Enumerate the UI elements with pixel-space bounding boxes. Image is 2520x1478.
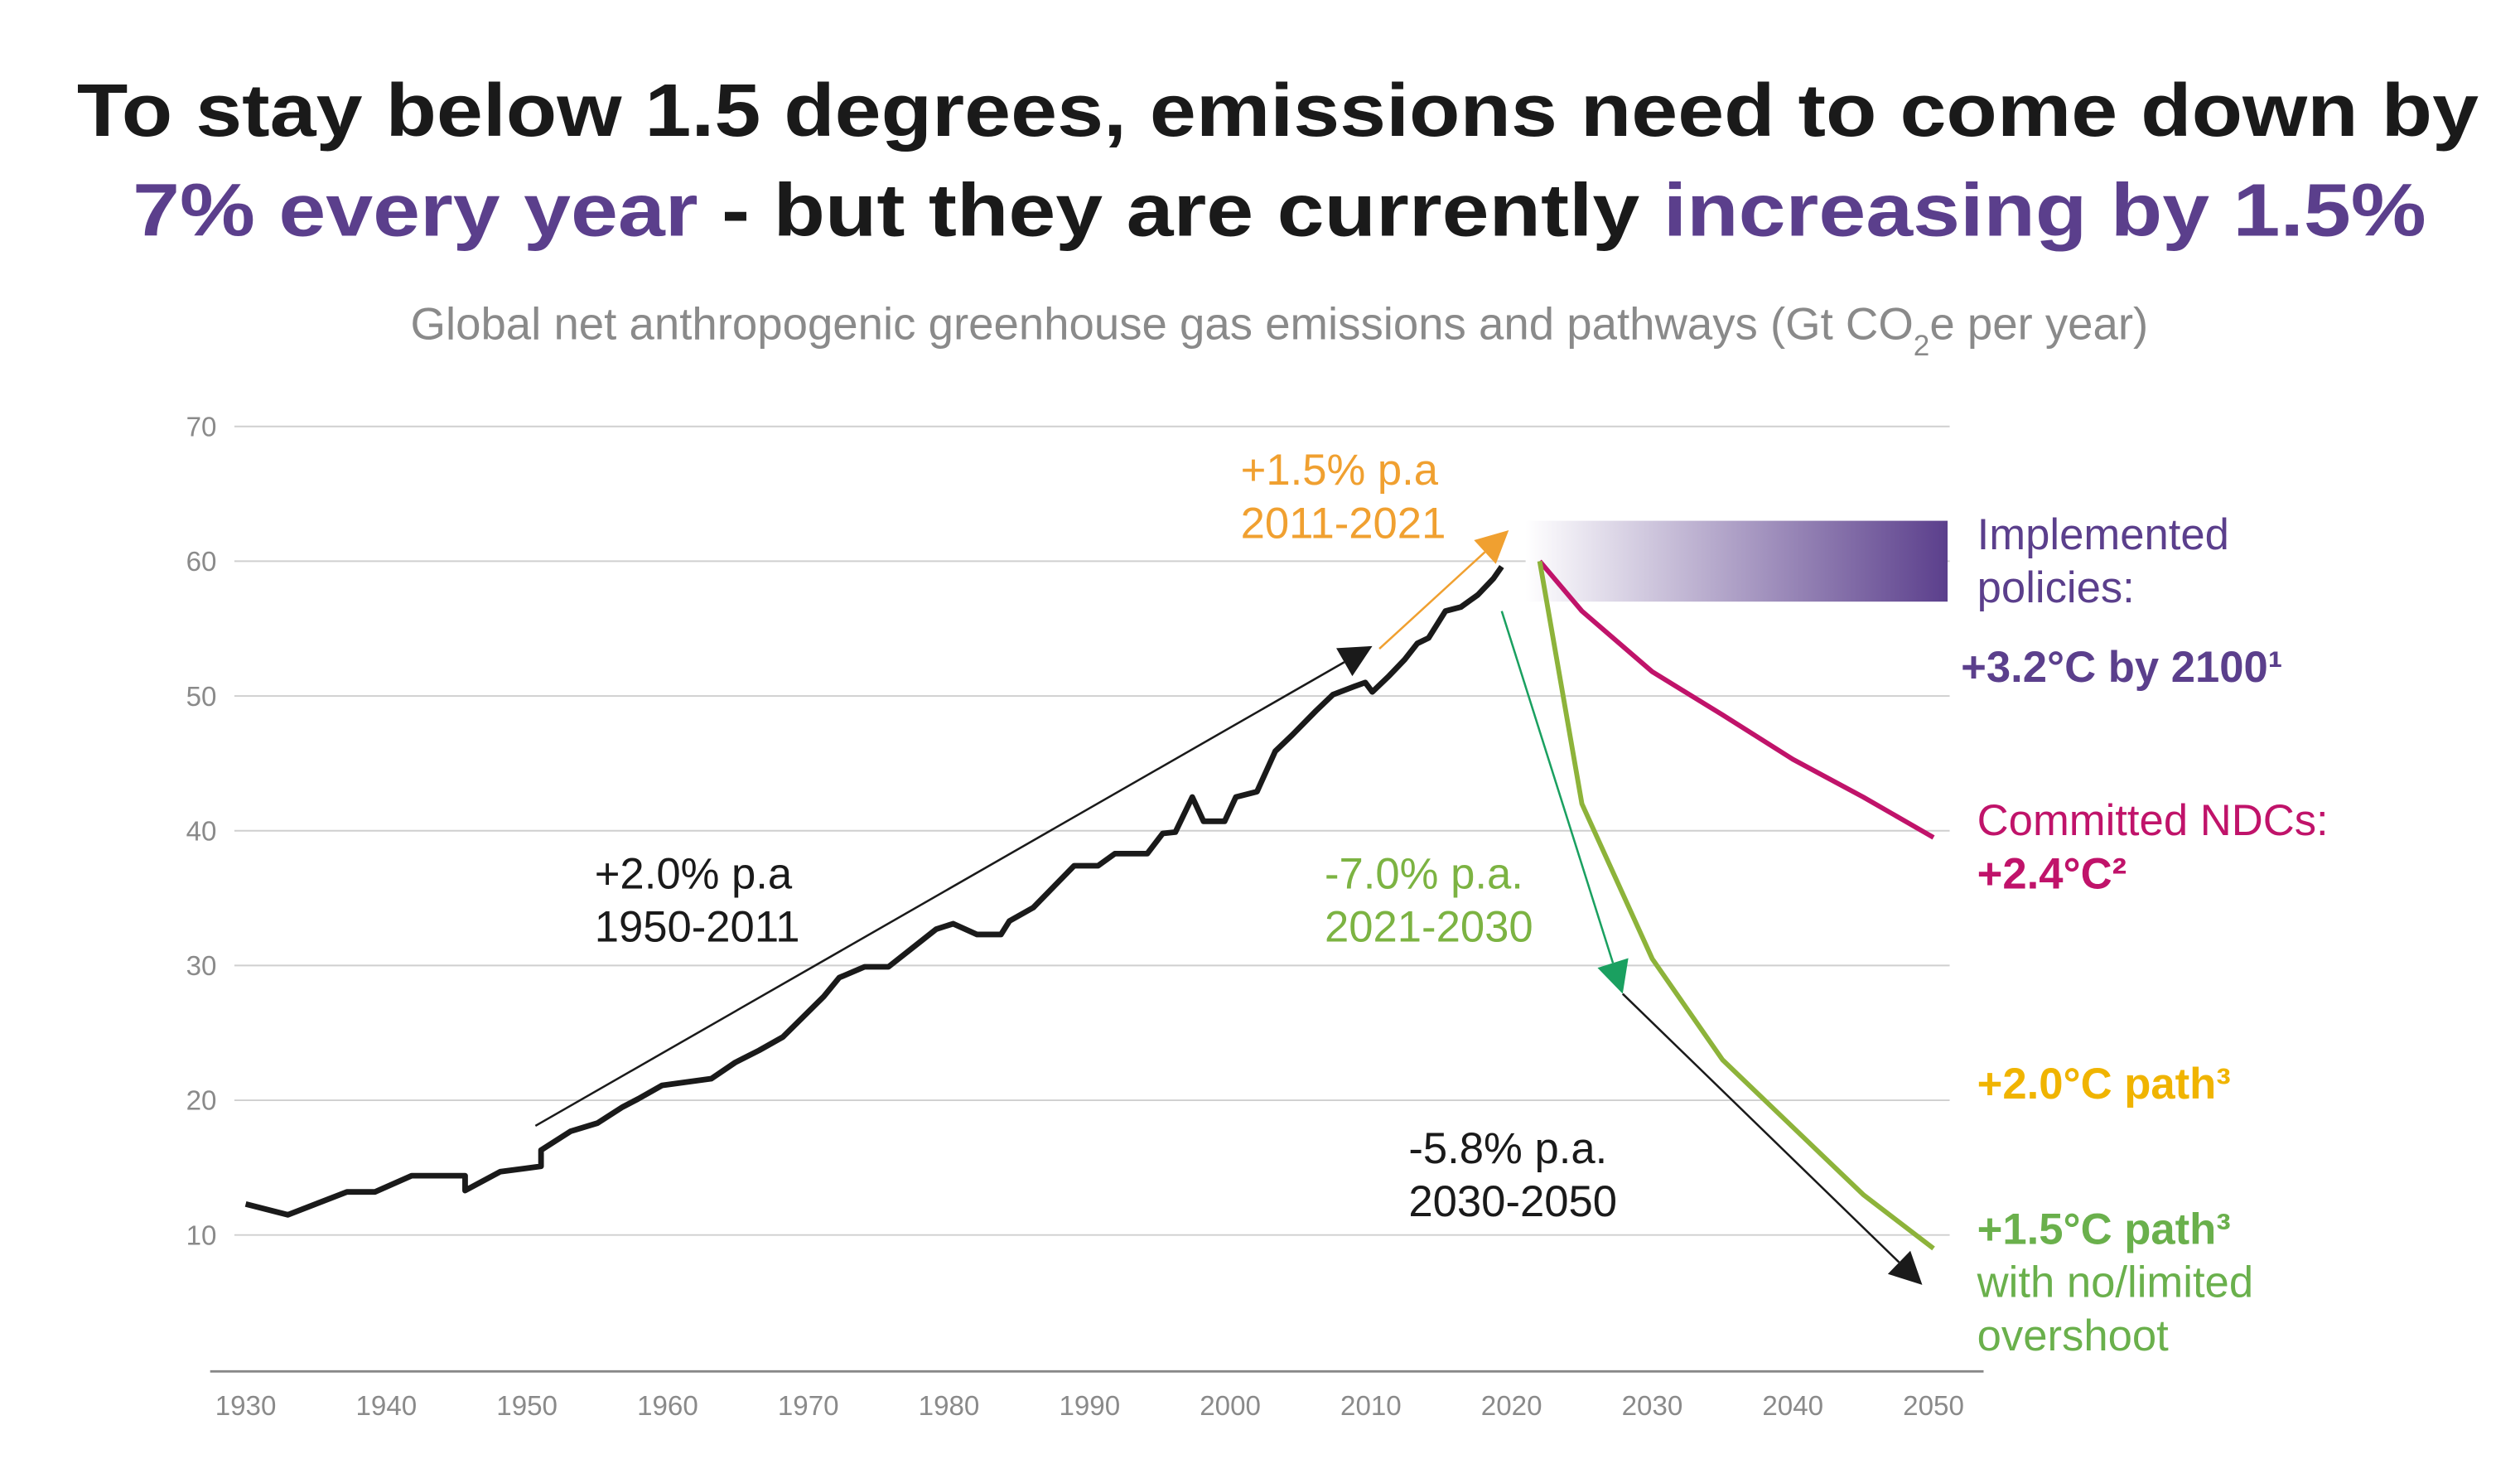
series-line <box>1538 559 1935 840</box>
x-tick-label: 1960 <box>637 1391 698 1422</box>
subtitle-text: e per year) <box>1929 298 2148 349</box>
trend-arrow <box>1378 551 1486 650</box>
series-label: +2.4°C² <box>1977 849 2127 898</box>
series-label: Implemented <box>1977 510 2229 559</box>
y-tick-label: 40 <box>186 816 217 847</box>
series-label: +1.5°C path³ <box>1977 1205 2231 1253</box>
title-highlight: 7% every year <box>133 170 698 253</box>
annotation: +1.5% p.a <box>1241 446 1439 495</box>
x-tick-label: 2040 <box>1762 1391 1823 1422</box>
series-label: overshoot <box>1977 1311 2169 1360</box>
annotation: +2.0% p.a <box>595 849 793 898</box>
x-tick-label: 1930 <box>215 1391 277 1422</box>
series-label: +2.0°C path³ <box>1977 1060 2231 1108</box>
y-tick-label: 10 <box>186 1220 217 1251</box>
series-label: with no/limited <box>1977 1258 2253 1307</box>
arrow-head <box>1474 529 1509 564</box>
series-label: policies: <box>1977 563 2135 612</box>
x-tick-label: 1980 <box>919 1391 980 1422</box>
title-highlight: increasing by 1.5% <box>1663 170 2426 253</box>
annotation: -7.0% p.a. <box>1325 849 1523 898</box>
arrow-head <box>1597 958 1629 994</box>
policy-band <box>1525 520 1948 602</box>
annotation: 2011-2021 <box>1241 499 1446 548</box>
trend-arrow <box>1621 993 1900 1263</box>
x-tick-label: 1950 <box>496 1391 558 1422</box>
x-tick-label: 2020 <box>1481 1391 1542 1422</box>
chart-subtitle: Global net anthropogenic greenhouse gas … <box>411 298 2149 361</box>
annotation: 1950-2011 <box>595 903 800 952</box>
x-tick-label: 1940 <box>356 1391 418 1422</box>
subtitle-subscript: 2 <box>1914 330 1930 362</box>
x-tick-label: 1990 <box>1059 1391 1120 1422</box>
chart-title: To stay below 1.5 degrees, emissions nee… <box>77 70 2479 152</box>
x-tick-label: 2050 <box>1903 1391 1964 1422</box>
x-tick-label: 2010 <box>1340 1391 1402 1422</box>
y-tick-label: 60 <box>186 547 217 577</box>
trend-arrow <box>534 661 1345 1128</box>
y-tick-label: 30 <box>186 951 217 982</box>
series-line <box>244 564 1504 1218</box>
series-label: +3.2°C by 2100¹ <box>1961 643 2282 692</box>
x-tick-label: 2000 <box>1200 1391 1261 1422</box>
arrow-head <box>1336 645 1373 677</box>
series-label: Committed NDCs: <box>1977 796 2329 845</box>
annotation: -5.8% p.a. <box>1408 1124 1607 1173</box>
trend-arrow <box>1500 611 1615 964</box>
chart-title: 7% every year - but they are currently i… <box>133 170 2426 253</box>
series-line <box>1537 560 1935 1251</box>
annotation: 2030-2050 <box>1408 1177 1617 1226</box>
y-tick-label: 50 <box>186 682 217 712</box>
annotation: 2021-2030 <box>1325 903 1533 952</box>
x-tick-label: 1970 <box>778 1391 839 1422</box>
x-tick-label: 2030 <box>1622 1391 1683 1422</box>
y-tick-label: 70 <box>186 412 217 442</box>
arrow-head <box>1887 1250 1923 1285</box>
subtitle-text: Global net anthropogenic greenhouse gas … <box>411 298 1914 349</box>
y-tick-label: 20 <box>186 1086 217 1117</box>
title-text: - but they are currently <box>698 170 1663 253</box>
